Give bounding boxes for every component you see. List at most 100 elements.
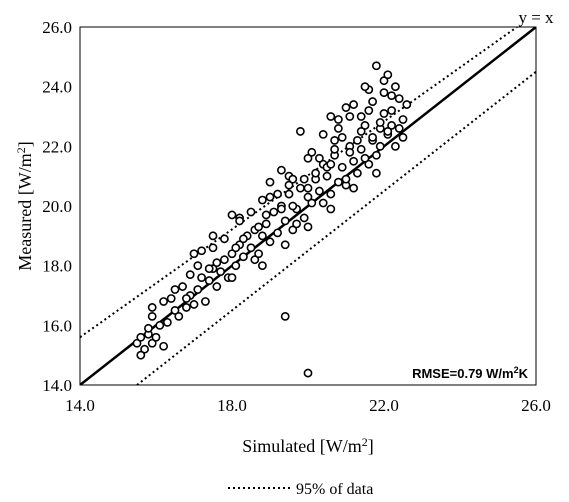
data-point xyxy=(227,210,237,220)
data-point xyxy=(216,267,225,277)
data-point xyxy=(170,306,180,315)
data-point xyxy=(330,135,339,145)
data-point xyxy=(311,168,320,178)
data-point xyxy=(341,103,351,112)
data-point xyxy=(402,100,412,109)
data-point xyxy=(288,201,298,211)
data-point xyxy=(265,192,275,202)
data-point xyxy=(181,294,191,303)
legend: 95% of data xyxy=(228,481,373,498)
data-point xyxy=(284,180,294,190)
x-axis-ticks: 14.0 18.0 22.0 26.0 xyxy=(65,396,551,415)
data-point xyxy=(200,297,210,306)
y-tick-label: 20.0 xyxy=(42,197,72,216)
y-tick-label: 14.0 xyxy=(42,376,72,395)
data-point xyxy=(333,124,343,133)
data-point xyxy=(143,323,153,333)
rmse-text: RMSE=0.79 W/m xyxy=(412,366,514,381)
data-point xyxy=(265,177,275,187)
data-point xyxy=(159,297,168,306)
data-point xyxy=(307,198,317,208)
data-point xyxy=(345,112,355,121)
data-point xyxy=(326,204,336,214)
data-point xyxy=(181,303,191,312)
data-point xyxy=(284,189,294,199)
data-point xyxy=(257,261,267,271)
data-point xyxy=(371,61,381,71)
data-point xyxy=(136,332,146,342)
y-tick-label: 16.0 xyxy=(42,316,72,335)
data-point xyxy=(303,183,313,193)
data-point xyxy=(204,276,214,285)
data-point xyxy=(227,249,237,259)
data-point xyxy=(257,195,267,205)
y-axis-title: Measured [W/m2] xyxy=(14,141,35,270)
data-point xyxy=(326,112,336,121)
data-point xyxy=(295,127,305,136)
rmse-end: K xyxy=(519,366,529,381)
data-point xyxy=(280,240,290,250)
x-tick-label: 18.0 xyxy=(217,396,247,415)
data-point xyxy=(371,168,381,178)
data-point xyxy=(238,234,248,244)
data-point xyxy=(189,300,199,309)
data-point xyxy=(219,255,229,265)
data-point xyxy=(292,219,301,229)
legend-label: 95% of data xyxy=(296,481,373,498)
data-point xyxy=(379,76,389,86)
data-point xyxy=(349,100,358,109)
data-point xyxy=(387,106,396,115)
y-axis-title-end: ] xyxy=(15,141,35,147)
data-point xyxy=(383,127,393,136)
x-axis-title-text: Simulated [W/m xyxy=(242,436,361,456)
data-point xyxy=(314,153,324,163)
data-point xyxy=(379,109,389,118)
data-point xyxy=(322,171,332,181)
data-point xyxy=(333,177,343,187)
data-point xyxy=(170,285,180,294)
data-point xyxy=(273,189,282,199)
data-points xyxy=(132,61,412,378)
y-tick-label: 22.0 xyxy=(42,137,72,156)
data-point xyxy=(162,317,172,327)
data-point xyxy=(314,186,324,196)
data-point xyxy=(288,225,298,235)
data-point xyxy=(303,192,313,202)
data-point xyxy=(345,147,355,157)
x-axis-title: Simulated [W/m2] xyxy=(242,435,373,456)
data-point xyxy=(360,121,370,130)
data-point xyxy=(303,368,313,378)
data-point xyxy=(197,273,206,282)
data-point xyxy=(383,70,393,80)
data-point xyxy=(254,222,263,232)
x-tick-label: 14.0 xyxy=(65,396,95,415)
data-point xyxy=(193,285,203,294)
data-point xyxy=(254,249,263,259)
data-point xyxy=(166,294,176,303)
data-point xyxy=(349,156,358,166)
y-axis-ticks: 14.0 16.0 18.0 20.0 22.0 24.0 26.0 xyxy=(42,18,72,395)
data-point xyxy=(238,252,248,262)
data-point xyxy=(371,150,381,160)
data-point xyxy=(326,189,336,199)
data-point xyxy=(212,258,222,268)
data-point xyxy=(140,344,149,354)
data-point xyxy=(265,237,275,247)
data-point xyxy=(261,210,271,220)
data-point xyxy=(390,141,400,151)
data-point xyxy=(364,106,374,115)
data-point xyxy=(208,243,218,253)
data-point xyxy=(147,311,157,321)
y-tick-label: 18.0 xyxy=(42,257,72,276)
data-point xyxy=(352,135,362,145)
data-point xyxy=(299,213,309,223)
data-point xyxy=(276,204,286,214)
data-point xyxy=(235,216,244,226)
data-point xyxy=(394,94,404,103)
data-point xyxy=(280,311,290,321)
data-point xyxy=(337,162,347,172)
y-tick-label: 24.0 xyxy=(42,78,72,97)
data-point xyxy=(318,129,328,139)
data-point xyxy=(356,127,366,136)
